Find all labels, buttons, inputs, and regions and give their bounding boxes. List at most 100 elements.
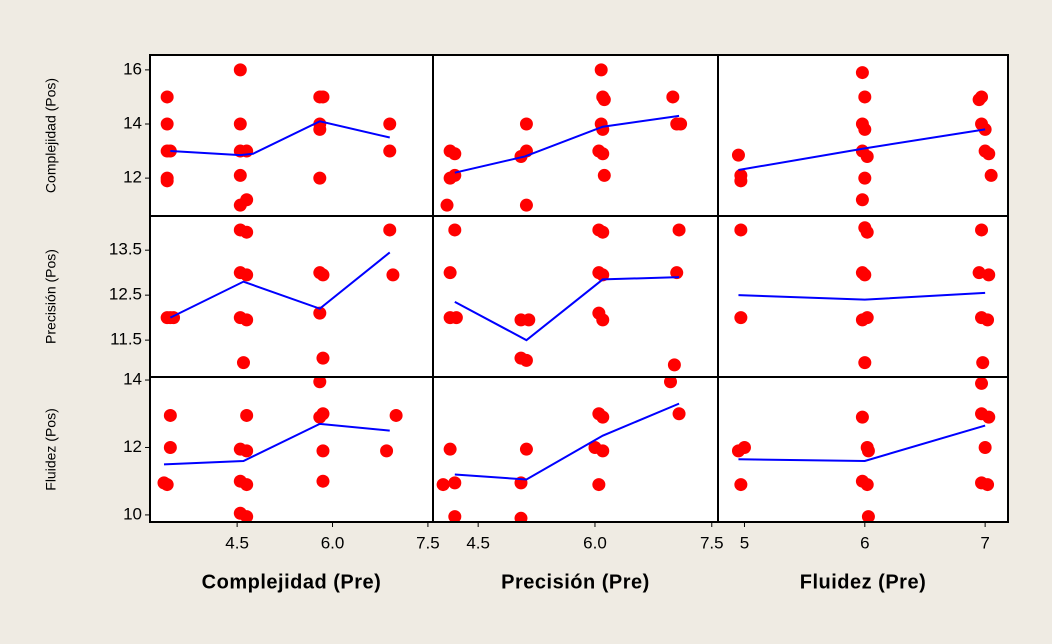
data-point xyxy=(160,90,174,104)
x-tick-label: 4.5 xyxy=(466,533,490,552)
x-axis-label: Fluidez (Pre) xyxy=(800,571,927,593)
data-point xyxy=(667,358,681,372)
data-point xyxy=(860,149,874,163)
data-point xyxy=(596,147,610,161)
data-point xyxy=(440,198,454,212)
data-point xyxy=(240,225,254,239)
x-tick-label: 7.5 xyxy=(700,533,724,552)
data-point xyxy=(674,117,688,131)
data-point xyxy=(972,93,986,107)
data-point xyxy=(731,444,745,458)
data-point xyxy=(734,174,748,188)
data-point xyxy=(861,510,875,522)
data-point xyxy=(519,353,533,367)
data-point xyxy=(316,268,330,282)
data-point xyxy=(233,168,247,182)
data-point xyxy=(984,168,998,182)
data-point xyxy=(592,478,606,492)
data-point xyxy=(519,198,533,212)
data-point xyxy=(860,478,874,492)
data-point xyxy=(313,306,327,320)
y-axis-label: Fluidez (Pos) xyxy=(43,408,59,490)
fit-line xyxy=(738,424,986,462)
panel-marks xyxy=(734,221,996,370)
data-point xyxy=(519,117,533,131)
data-point xyxy=(734,311,748,325)
fit-line xyxy=(169,251,391,319)
data-point xyxy=(855,193,869,207)
y-tick-label: 12 xyxy=(123,437,142,456)
panel xyxy=(433,55,718,216)
data-point xyxy=(389,408,403,422)
data-point xyxy=(596,313,610,327)
data-point xyxy=(448,476,462,490)
data-point xyxy=(383,223,397,237)
data-point xyxy=(596,410,610,424)
fit-line xyxy=(163,422,390,466)
data-point xyxy=(855,313,869,327)
data-point xyxy=(448,223,462,237)
data-point xyxy=(233,117,247,131)
fit-line xyxy=(454,276,680,342)
data-point xyxy=(596,225,610,239)
data-point xyxy=(313,410,327,424)
data-point xyxy=(313,171,327,185)
data-point xyxy=(240,444,254,458)
x-tick-label: 5 xyxy=(740,533,749,552)
data-point xyxy=(734,223,748,237)
data-point xyxy=(316,474,330,488)
data-point xyxy=(443,266,457,280)
data-point xyxy=(240,510,254,522)
y-tick-label: 12.5 xyxy=(109,285,142,304)
data-point xyxy=(982,268,996,282)
x-tick-label: 6.0 xyxy=(583,533,607,552)
data-point xyxy=(981,478,995,492)
data-point xyxy=(240,408,254,422)
fit-line xyxy=(738,291,986,301)
y-tick-label: 14 xyxy=(123,113,142,132)
data-point xyxy=(522,313,536,327)
x-axis-label: Complejidad (Pre) xyxy=(202,571,382,593)
panel-border xyxy=(717,376,1009,523)
data-point xyxy=(386,268,400,282)
data-point xyxy=(597,93,611,107)
data-point xyxy=(519,442,533,456)
panel xyxy=(433,377,718,522)
data-point xyxy=(861,444,875,458)
y-tick-label: 12 xyxy=(123,168,142,187)
x-tick-label: 6 xyxy=(860,533,869,552)
data-point xyxy=(443,442,457,456)
data-point xyxy=(855,410,869,424)
data-point xyxy=(982,410,996,424)
panel-marks xyxy=(731,377,996,522)
x-tick-label: 7 xyxy=(980,533,989,552)
x-axis-label: Precisión (Pre) xyxy=(501,571,650,593)
data-point xyxy=(163,440,177,454)
data-point xyxy=(858,122,872,136)
data-point xyxy=(240,268,254,282)
data-point xyxy=(160,478,174,492)
data-point xyxy=(163,408,177,422)
data-point xyxy=(666,90,680,104)
fit-line xyxy=(454,114,680,174)
data-point xyxy=(731,148,745,162)
data-point xyxy=(383,144,397,158)
data-point xyxy=(860,225,874,239)
data-point xyxy=(313,377,327,389)
panel-marks xyxy=(443,223,686,372)
data-point xyxy=(858,171,872,185)
panel xyxy=(433,216,718,377)
data-point xyxy=(436,478,450,492)
data-point xyxy=(976,356,990,370)
x-tick-label: 7.5 xyxy=(416,533,440,552)
data-point xyxy=(672,223,686,237)
y-tick-label: 14 xyxy=(123,370,142,389)
data-point xyxy=(316,444,330,458)
data-point xyxy=(981,313,995,327)
data-point xyxy=(596,268,610,282)
data-point xyxy=(448,147,462,161)
panel-marks xyxy=(436,377,686,522)
data-point xyxy=(514,511,528,522)
data-point xyxy=(975,223,989,237)
